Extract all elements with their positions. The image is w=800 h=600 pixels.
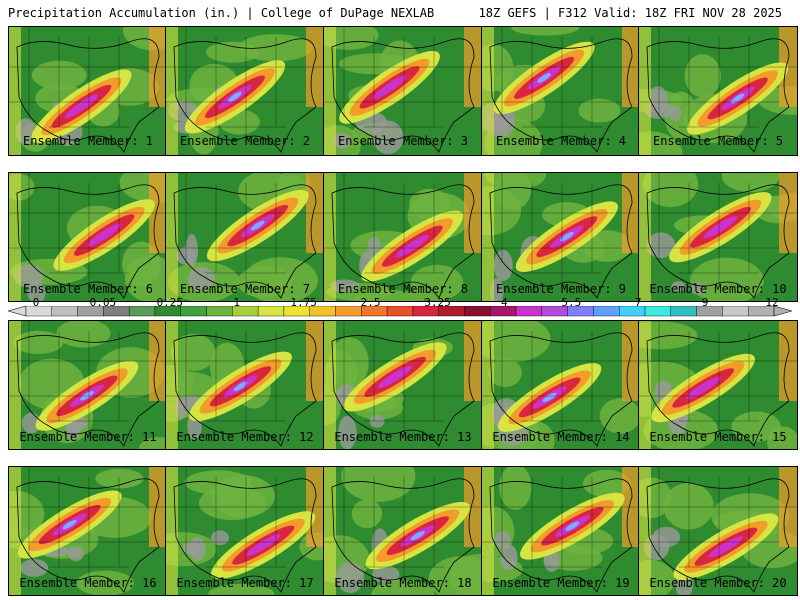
colorbar-swatch [51, 306, 78, 317]
ensemble-member-caption: Ensemble Member: 5 [652, 134, 784, 148]
colorbar-tick-label: 0 [32, 296, 40, 309]
colorbar-swatch [335, 306, 362, 317]
colorbar-scale [8, 306, 792, 317]
colorbar-swatch [232, 306, 259, 317]
ensemble-map-panel [638, 466, 798, 596]
ensemble-member-caption: Ensemble Member: 2 [179, 134, 311, 148]
colorbar-swatch [748, 306, 775, 317]
ensemble-member-caption: Ensemble Member: 16 [19, 576, 157, 590]
ensemble-member-caption: Ensemble Member: 17 [176, 576, 314, 590]
colorbar-swatch [283, 306, 310, 317]
ensemble-member-caption: Ensemble Member: 8 [337, 282, 469, 296]
colorbar-tick-label: 9 [701, 296, 709, 309]
ensemble-member-caption: Ensemble Member: 9 [495, 282, 627, 296]
ensemble-map-panel [481, 466, 641, 596]
colorbar-swatch [464, 306, 491, 317]
ensemble-map-panel [8, 172, 168, 302]
colorbar-swatch [541, 306, 568, 317]
colorbar-swatch [257, 306, 285, 317]
colorbar-swatch [386, 306, 414, 317]
ensemble-member-caption: Ensemble Member: 14 [492, 430, 630, 444]
colorbar-tick-label: 1.75 [290, 296, 317, 309]
ensemble-map-panel [323, 172, 483, 302]
colorbar-swatch [206, 306, 233, 317]
ensemble-member-caption: Ensemble Member: 15 [649, 430, 787, 444]
colorbar-tick-label: 1 [233, 296, 241, 309]
ensemble-member-caption: Ensemble Member: 10 [649, 282, 787, 296]
ensemble-map-panel [8, 26, 168, 156]
ensemble-map-panel [481, 26, 641, 156]
colorbar-swatch [670, 306, 697, 317]
ensemble-member-caption: Ensemble Member: 3 [337, 134, 469, 148]
colorbar-swatch [77, 306, 104, 317]
ensemble-member-caption: Ensemble Member: 20 [649, 576, 787, 590]
colorbar-swatch [619, 306, 646, 317]
colorbar-swatch [644, 306, 672, 317]
colorbar-swatch [515, 306, 543, 317]
ensemble-map-panel [481, 172, 641, 302]
ensemble-map-panel [481, 320, 641, 450]
header: Precipitation Accumulation (in.) | Colle… [0, 0, 800, 22]
ensemble-map-panel [638, 26, 798, 156]
ensemble-member-caption: Ensemble Member: 18 [334, 576, 472, 590]
colorbar-swatch [567, 306, 594, 317]
ensemble-member-caption: Ensemble Member: 7 [179, 282, 311, 296]
ensemble-member-caption: Ensemble Member: 6 [22, 282, 154, 296]
ensemble-map-panel [165, 172, 325, 302]
colorbar-swatch [309, 306, 336, 317]
colorbar-tick-label: 0.05 [89, 296, 117, 309]
colorbar-tick-label: 3.25 [424, 296, 451, 309]
ensemble-map-panel [323, 26, 483, 156]
header-title: Precipitation Accumulation (in.) | Colle… [8, 6, 435, 20]
ensemble-map-panel [323, 320, 483, 450]
colorbar-swatch [696, 306, 723, 317]
colorbar: 0 0.05 0.25 1 1.75 2.5 3.25 4 5.5 7 9 12 [8, 296, 792, 320]
colorbar-tick-label: 7 [634, 296, 642, 309]
colorbar-swatch [25, 306, 52, 317]
ensemble-member-caption: Ensemble Member: 19 [492, 576, 630, 590]
colorbar-swatch [180, 306, 207, 317]
colorbar-tick-label: 2.5 [360, 296, 381, 309]
colorbar-swatch [154, 306, 181, 317]
ensemble-member-caption: Ensemble Member: 13 [334, 430, 472, 444]
colorbar-swatch [490, 306, 517, 317]
colorbar-swatch [412, 306, 439, 317]
colorbar-tick-label: 0.25 [156, 296, 184, 309]
colorbar-tick-label: 12 [765, 296, 779, 309]
colorbar-swatch [722, 306, 749, 317]
ensemble-map-panel [165, 320, 325, 450]
header-valid-time: 18Z GEFS | F312 Valid: 18Z FRI NOV 28 20… [478, 6, 782, 20]
ensemble-map-panel [165, 26, 325, 156]
ensemble-map-panel [8, 466, 168, 596]
ensemble-map-panel [638, 172, 798, 302]
colorbar-swatch [593, 306, 620, 317]
colorbar-swatch [361, 306, 388, 317]
colorbar-swatch [438, 306, 465, 317]
ensemble-map-panel [323, 466, 483, 596]
ensemble-member-caption: Ensemble Member: 1 [22, 134, 154, 148]
ensemble-member-caption: Ensemble Member: 4 [495, 134, 627, 148]
colorbar-swatch [103, 306, 130, 317]
colorbar-swatch [128, 306, 156, 317]
ensemble-member-caption: Ensemble Member: 11 [19, 430, 157, 444]
colorbar-tick-label: 5.5 [561, 296, 582, 309]
ensemble-map-panel [638, 320, 798, 450]
ensemble-member-caption: Ensemble Member: 12 [176, 430, 314, 444]
colorbar-tick-label: 4 [501, 296, 508, 309]
ensemble-map-panel [8, 320, 168, 450]
ensemble-map-panel [165, 466, 325, 596]
